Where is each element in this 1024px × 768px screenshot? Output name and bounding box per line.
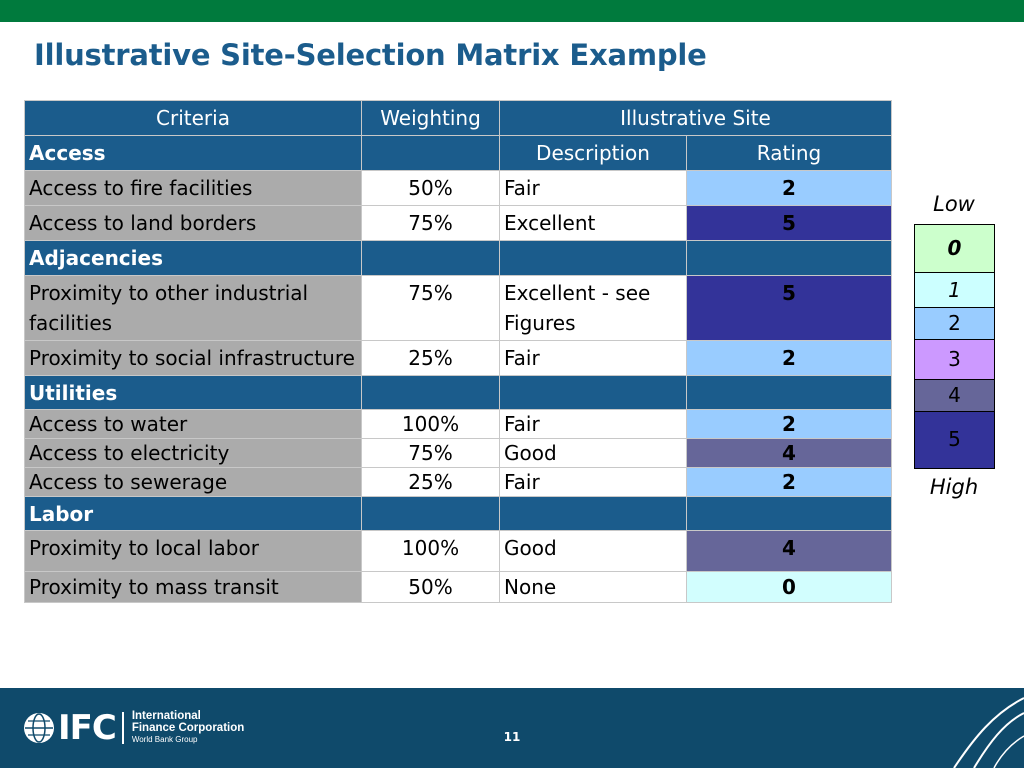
group-cell-empty — [685, 496, 893, 531]
header-illustrative-site: Illustrative Site — [498, 100, 893, 136]
site-selection-matrix: Criteria Weighting Illustrative Site Acc… — [24, 100, 893, 603]
group-label-utilities: Utilities — [24, 375, 362, 410]
weighting-cell: 50% — [361, 571, 500, 603]
header-description: Description — [499, 135, 687, 171]
ifc-logo: IFC International Finance Corporation Wo… — [24, 708, 244, 748]
description-cell: Good — [499, 530, 687, 572]
criterion-cell: Access to land borders — [24, 205, 362, 241]
group-cell-empty — [685, 375, 893, 410]
weighting-cell: 100% — [361, 409, 500, 439]
swoosh-decoration-icon — [953, 697, 1024, 768]
header-weighting: Weighting — [361, 100, 500, 136]
table-row: Access to fire facilities 50% Fair 2 — [24, 170, 893, 206]
rating-cell: 5 — [685, 275, 893, 341]
rating-cell: 2 — [685, 340, 893, 376]
group-label-adjacencies: Adjacencies — [24, 240, 362, 276]
criterion-cell: Proximity to social infrastructure — [24, 340, 362, 376]
group-label-access: Access — [24, 135, 362, 171]
weighting-cell: 100% — [361, 530, 500, 572]
description-cell: Excellent — [499, 205, 687, 241]
description-cell: Fair — [499, 409, 687, 439]
legend-level-4: 4 — [915, 380, 994, 412]
criterion-cell: Access to sewerage — [24, 467, 362, 497]
top-accent-bar — [0, 0, 1024, 22]
group-row-adjacencies: Adjacencies — [24, 240, 893, 276]
table-row: Proximity to social infrastructure 25% F… — [24, 340, 893, 376]
group-cell-empty — [499, 240, 687, 276]
legend-low-label: Low — [933, 192, 975, 216]
slide-title: Illustrative Site-Selection Matrix Examp… — [34, 38, 707, 72]
criterion-cell: Proximity to mass transit — [24, 571, 362, 603]
table-row: Access to water 100% Fair 2 — [24, 409, 893, 439]
description-cell: Good — [499, 438, 687, 468]
group-cell-empty — [361, 375, 500, 410]
legend-level-0: 0 — [915, 225, 994, 273]
logo-ifc-text: IFC — [58, 708, 117, 748]
criterion-cell: Access to electricity — [24, 438, 362, 468]
rating-cell: 4 — [685, 530, 893, 572]
criterion-cell: Proximity to local labor — [24, 530, 362, 572]
rating-cell: 4 — [685, 438, 893, 468]
rating-legend: 0 1 2 3 4 5 — [914, 224, 995, 469]
table-row: Proximity to local labor 100% Good 4 — [24, 530, 893, 572]
header-rating: Rating — [685, 135, 893, 171]
footer-bar: IFC International Finance Corporation Wo… — [0, 688, 1024, 768]
group-row-access: Access Description Rating — [24, 135, 893, 171]
criterion-cell: Access to fire facilities — [24, 170, 362, 206]
org-line-2: Finance Corporation — [131, 722, 245, 734]
description-cell: Fair — [499, 467, 687, 497]
weighting-cell: 75% — [361, 275, 500, 341]
legend-level-5: 5 — [915, 412, 994, 468]
weighting-cell: 75% — [361, 205, 500, 241]
criterion-cell: Access to water — [24, 409, 362, 439]
org-line-3: World Bank Group — [131, 735, 198, 744]
rating-cell: 0 — [685, 571, 893, 603]
group-cell-empty — [361, 240, 500, 276]
description-cell: Fair — [499, 170, 687, 206]
group-label-labor: Labor — [24, 496, 362, 531]
page-number: 11 — [503, 730, 521, 744]
group-row-labor: Labor — [24, 496, 893, 531]
rating-cell: 2 — [685, 467, 893, 497]
group-cell-empty — [499, 375, 687, 410]
org-line-1: International — [131, 710, 201, 722]
table-row: Access to land borders 75% Excellent 5 — [24, 205, 893, 241]
legend-level-3: 3 — [915, 340, 994, 380]
table-row: Proximity to mass transit 50% None 0 — [24, 571, 893, 603]
weighting-cell: 25% — [361, 467, 500, 497]
weighting-cell: 25% — [361, 340, 500, 376]
table-header-row: Criteria Weighting Illustrative Site — [24, 100, 893, 136]
group-cell-empty — [499, 496, 687, 531]
group-cell-empty — [361, 496, 500, 531]
description-cell: None — [499, 571, 687, 603]
rating-cell: 5 — [685, 205, 893, 241]
rating-cell: 2 — [685, 170, 893, 206]
legend-level-1: 1 — [915, 273, 994, 308]
header-criteria: Criteria — [24, 100, 362, 136]
logo-org-name: International Finance Corporation World … — [132, 710, 244, 746]
rating-cell: 2 — [685, 409, 893, 439]
legend-high-label: High — [929, 475, 979, 499]
weighting-cell: 50% — [361, 170, 500, 206]
globe-icon — [24, 713, 54, 743]
description-cell: Excellent - see Figures — [499, 275, 687, 341]
table-row: Access to sewerage 25% Fair 2 — [24, 467, 893, 497]
table-row: Proximity to other industrial facilities… — [24, 275, 893, 341]
legend-level-2: 2 — [915, 308, 994, 340]
table-row: Access to electricity 75% Good 4 — [24, 438, 893, 468]
criterion-cell: Proximity to other industrial facilities — [24, 275, 362, 341]
description-cell: Fair — [499, 340, 687, 376]
logo-divider — [121, 712, 124, 744]
group-cell-empty — [685, 240, 893, 276]
weighting-cell: 75% — [361, 438, 500, 468]
group-cell-empty — [361, 135, 500, 171]
group-row-utilities: Utilities — [24, 375, 893, 410]
